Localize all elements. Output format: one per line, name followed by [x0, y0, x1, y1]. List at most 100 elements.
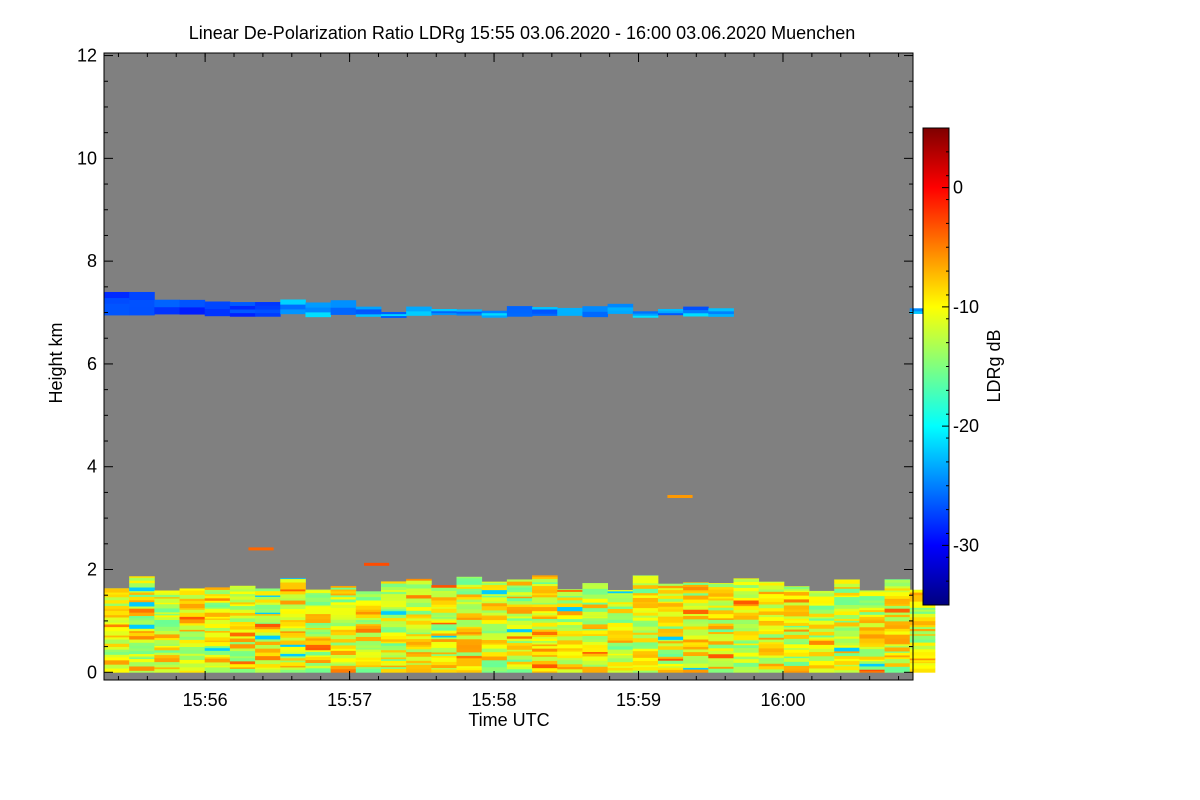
boundary-layer-cell	[355, 604, 382, 607]
boundary-layer-cell	[632, 610, 659, 613]
boundary-layer-cell	[355, 655, 382, 658]
boundary-layer-cell	[683, 582, 709, 583]
boundary-layer-cell	[884, 638, 911, 643]
boundary-layer-cell	[532, 640, 558, 643]
boundary-layer-cell	[557, 624, 583, 628]
boundary-layer-cell	[532, 583, 558, 587]
boundary-layer-cell	[406, 617, 432, 621]
colorbar-tick-label: -20	[953, 416, 979, 436]
boundary-layer-cell	[758, 582, 785, 586]
boundary-layer-cell	[305, 665, 332, 669]
boundary-layer-cell	[506, 655, 533, 660]
boundary-layer-cell	[506, 600, 533, 605]
boundary-layer-cell	[758, 625, 785, 630]
boundary-layer-cell	[154, 637, 180, 641]
boundary-layer-cell	[632, 657, 659, 662]
boundary-layer-cell	[229, 625, 256, 630]
boundary-layer-cell	[406, 624, 432, 628]
boundary-layer-cell	[733, 662, 760, 667]
boundary-layer-cell	[834, 645, 860, 648]
boundary-layer-cell	[229, 599, 256, 603]
cirrus-cell	[632, 311, 659, 314]
boundary-layer-cell	[456, 622, 483, 626]
boundary-layer-cell	[708, 663, 734, 667]
boundary-layer-cell	[431, 596, 457, 601]
boundary-layer-cell	[758, 665, 785, 670]
boundary-layer-cell	[204, 597, 231, 601]
boundary-layer-cell	[758, 595, 785, 599]
boundary-layer-cell	[204, 636, 231, 641]
boundary-layer-cell	[305, 627, 332, 630]
boundary-layer-cell	[229, 652, 256, 657]
boundary-layer-cell	[506, 604, 533, 607]
boundary-layer-cell	[809, 592, 835, 597]
boundary-layer-cell	[229, 655, 256, 659]
boundary-layer-cell	[783, 622, 810, 626]
cirrus-cell	[456, 313, 483, 316]
boundary-layer-cell	[330, 668, 357, 673]
boundary-layer-cell	[733, 649, 760, 653]
y-axis-label: Height km	[46, 322, 66, 403]
boundary-layer-cell	[406, 594, 432, 599]
boundary-layer-cell	[582, 602, 608, 605]
boundary-layer-cell	[255, 641, 281, 646]
boundary-layer-cell	[179, 629, 206, 632]
boundary-layer-cell	[280, 650, 306, 653]
boundary-layer-cell	[406, 660, 432, 664]
boundary-layer-cell	[834, 618, 860, 621]
boundary-layer-cell	[179, 625, 206, 630]
boundary-layer-cell	[557, 627, 583, 631]
boundary-layer-cell	[657, 622, 684, 627]
x-tick-label: 15:58	[472, 690, 517, 710]
boundary-layer-cell	[683, 592, 709, 596]
data-cells	[104, 291, 936, 673]
boundary-layer-cell	[104, 594, 130, 598]
boundary-layer-cell	[481, 623, 508, 628]
boundary-layer-cell	[305, 615, 332, 619]
isolated-echo-cell	[364, 562, 390, 566]
boundary-layer-cell	[809, 644, 835, 649]
boundary-layer-cell	[532, 589, 558, 594]
boundary-layer-cell	[834, 600, 860, 606]
boundary-layer-cell	[330, 587, 357, 590]
boundary-layer-cell	[280, 667, 306, 670]
boundary-layer-cell	[834, 614, 860, 619]
boundary-layer-cell	[255, 595, 281, 597]
boundary-layer-cell	[179, 632, 206, 637]
boundary-layer-cell	[204, 670, 231, 673]
boundary-layer-cell	[280, 669, 306, 673]
boundary-layer-cell	[683, 667, 709, 670]
boundary-layer-cell	[708, 607, 734, 611]
boundary-layer-cell	[783, 665, 810, 670]
boundary-layer-cell	[129, 655, 155, 658]
boundary-layer-cell	[406, 606, 432, 611]
boundary-layer-cell	[280, 600, 306, 605]
boundary-layer-cell	[884, 595, 911, 599]
boundary-layer-cell	[708, 650, 734, 655]
cirrus-cell	[582, 311, 608, 318]
boundary-layer-cell	[255, 644, 281, 649]
cirrus-cell	[481, 310, 508, 314]
boundary-layer-cell	[280, 655, 306, 659]
boundary-layer-cell	[783, 615, 810, 619]
boundary-layer-cell	[255, 590, 281, 596]
boundary-layer-cell	[607, 603, 634, 607]
boundary-layer-cell	[255, 602, 281, 605]
boundary-layer-cell	[859, 616, 885, 619]
boundary-layer-cell	[431, 655, 457, 658]
boundary-layer-cell	[280, 598, 306, 601]
boundary-layer-cell	[708, 666, 734, 669]
boundary-layer-cell	[909, 659, 936, 662]
boundary-layer-cell	[909, 635, 936, 640]
boundary-layer-cell	[859, 634, 885, 639]
boundary-layer-cell	[204, 587, 231, 590]
boundary-layer-cell	[330, 601, 357, 605]
boundary-layer-cell	[657, 593, 684, 596]
boundary-layer-cell	[154, 596, 180, 599]
boundary-layer-cell	[783, 643, 810, 649]
boundary-layer-cell	[255, 667, 281, 670]
boundary-layer-cell	[380, 649, 407, 653]
cirrus-cell	[431, 309, 457, 312]
boundary-layer-cell	[179, 612, 206, 617]
